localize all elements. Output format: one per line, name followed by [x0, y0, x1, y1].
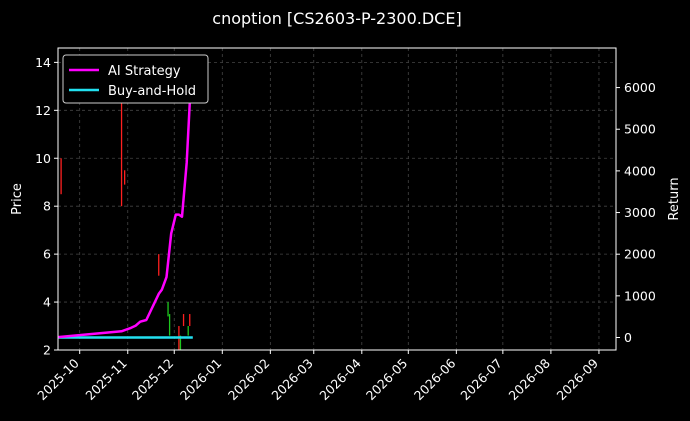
grid [58, 48, 616, 351]
legend-box [62, 54, 209, 104]
right-y-axis: 0 1000 2000 3000 4000 5000 6000 [616, 80, 656, 345]
x-tick-label: 2026-09 [554, 355, 602, 403]
legend-label-ai-strategy: AI Strategy [108, 64, 181, 79]
left-y-tick-label: 4 [43, 295, 51, 310]
right-y-axis-label: Return [667, 177, 682, 220]
left-y-tick-label: 6 [43, 247, 51, 262]
right-y-tick-label: 3000 [624, 205, 656, 220]
legend: AI Strategy Buy-and-Hold [62, 54, 209, 104]
right-y-tick-label: 5000 [624, 122, 656, 137]
x-tick-label: 2026-05 [363, 356, 411, 404]
x-tick-label: 2026-07 [457, 356, 505, 404]
left-y-axis: 2 4 6 8 10 12 14 [35, 55, 58, 358]
x-tick-label: 2026-02 [225, 356, 273, 404]
right-y-tick-label: 6000 [624, 80, 656, 95]
right-y-tick-label: 2000 [624, 247, 656, 262]
x-tick-label: 2026-03 [268, 356, 316, 404]
left-y-tick-label: 8 [43, 199, 51, 214]
plot-frame [57, 47, 617, 351]
right-y-tick-label: 0 [624, 330, 632, 345]
x-tick-label: 2025-10 [34, 355, 82, 403]
x-tick-label: 2026-01 [177, 356, 225, 404]
left-y-tick-label: 12 [35, 103, 51, 118]
chart-title: cnoption [CS2603-P-2300.DCE] [212, 9, 461, 28]
left-y-tick-label: 10 [35, 151, 51, 166]
left-y-tick-label: 2 [43, 343, 51, 358]
x-tick-label: 2025-12 [129, 356, 177, 404]
x-tick-label: 2026-08 [505, 355, 553, 403]
price-candles [60, 95, 191, 350]
return-lines [57, 58, 195, 339]
right-y-tick-label: 1000 [624, 288, 656, 303]
x-tick-label: 2026-04 [316, 355, 364, 403]
right-y-tick-label: 4000 [624, 163, 656, 178]
legend-label-buy-and-hold: Buy-and-Hold [108, 84, 196, 99]
x-tick-label: 2026-06 [411, 355, 459, 403]
left-y-tick-label: 14 [35, 55, 51, 70]
left-y-axis-label: Price [10, 183, 25, 215]
series-line-ai-strategy [57, 58, 195, 339]
x-tick-label: 2025-11 [82, 356, 130, 404]
